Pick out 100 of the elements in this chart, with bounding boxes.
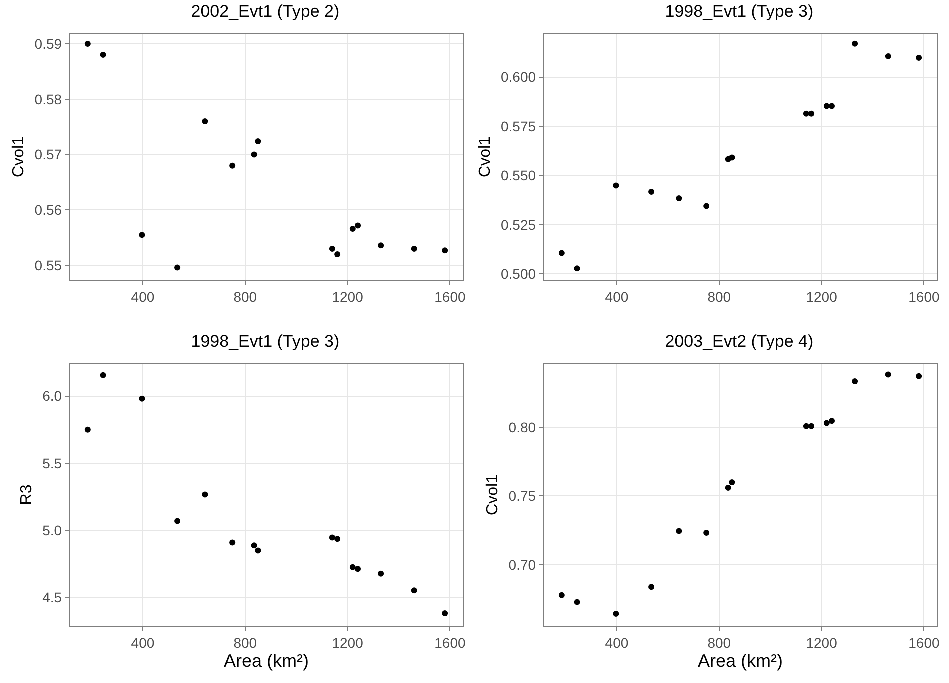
point: [704, 203, 710, 210]
point: [704, 530, 710, 536]
point: [202, 492, 208, 498]
chart-title: 2003_Evt2 (Type 4): [665, 332, 814, 352]
point: [411, 588, 418, 594]
point: [558, 250, 565, 256]
point: [174, 518, 181, 524]
point: [100, 52, 106, 58]
point: [334, 252, 341, 258]
chart-title: 1998_Evt1 (Type 3): [665, 2, 814, 21]
x-tick-label: 400: [605, 288, 629, 305]
x-axis-title: Area (km²): [224, 651, 309, 672]
y-axis-title: Cvol1: [476, 136, 494, 178]
point: [574, 599, 580, 606]
x-tick-label: 400: [131, 288, 155, 305]
x-tick-label: 800: [234, 634, 258, 651]
y-tick-label: 0.55: [34, 257, 62, 274]
x-tick-label: 1200: [332, 288, 364, 305]
y-axis-title: Cvol1: [484, 474, 502, 516]
y-tick-label: 0.56: [34, 202, 62, 218]
x-tick-label: 1200: [806, 288, 838, 305]
point: [378, 570, 384, 577]
point: [574, 266, 580, 272]
point: [729, 154, 736, 161]
chart-title: 2002_Evt1 (Type 2): [191, 2, 340, 21]
x-tick-label: 800: [708, 634, 732, 651]
point: [334, 536, 341, 542]
point: [255, 138, 262, 144]
point: [916, 55, 922, 62]
point: [411, 246, 418, 252]
y-axis-title: R3: [18, 484, 36, 506]
y-tick-label: 0.58: [34, 91, 62, 108]
x-tick-label: 1600: [908, 634, 940, 651]
point: [139, 396, 146, 402]
point: [350, 564, 356, 570]
y-tick-label: 0.600: [501, 69, 536, 86]
point: [729, 479, 736, 486]
point: [852, 378, 858, 384]
point: [84, 426, 91, 433]
y-tick-label: 0.80: [508, 419, 536, 436]
point: [442, 248, 448, 254]
point: [84, 40, 91, 47]
x-tick-label: 800: [708, 288, 732, 305]
point: [648, 189, 655, 196]
point: [725, 484, 732, 491]
point: [442, 610, 448, 616]
y-tick-label: 0.75: [508, 488, 536, 504]
point: [829, 418, 836, 424]
point: [139, 232, 146, 238]
x-tick-label: 800: [234, 288, 258, 305]
point: [230, 540, 236, 546]
point: [676, 196, 682, 202]
point: [329, 246, 336, 252]
point: [350, 226, 356, 232]
point: [852, 40, 858, 47]
x-axis-title: Area (km²): [698, 651, 783, 672]
point: [329, 534, 336, 541]
x-tick-label: 1600: [434, 288, 466, 305]
y-tick-label: 6.0: [42, 388, 62, 404]
point: [885, 372, 892, 378]
point: [251, 152, 258, 158]
point: [824, 420, 830, 426]
point: [558, 592, 565, 598]
point: [676, 528, 682, 534]
point: [613, 182, 620, 189]
point: [378, 242, 384, 249]
y-axis-title: Cvol1: [10, 136, 28, 178]
y-tick-label: 0.70: [508, 557, 536, 574]
point: [230, 162, 236, 169]
y-tick-label: 5.5: [42, 455, 62, 472]
point: [355, 222, 362, 229]
x-tick-label: 400: [131, 634, 155, 651]
y-tick-label: 0.500: [501, 266, 536, 282]
x-tick-label: 1200: [806, 634, 838, 651]
point: [255, 548, 262, 554]
y-tick-label: 0.525: [501, 216, 536, 233]
point: [100, 372, 106, 378]
x-tick-label: 400: [605, 634, 629, 651]
point: [202, 118, 208, 125]
x-tick-label: 1600: [434, 634, 466, 651]
point: [648, 584, 655, 590]
y-tick-label: 0.57: [34, 146, 62, 163]
point: [613, 611, 620, 618]
point: [174, 264, 181, 271]
point: [808, 423, 815, 430]
y-tick-label: 0.59: [34, 36, 62, 52]
point: [355, 566, 362, 572]
x-tick-label: 1200: [332, 634, 364, 651]
point: [885, 53, 892, 60]
point: [803, 110, 810, 117]
point: [803, 423, 810, 430]
y-tick-label: 0.575: [501, 118, 536, 134]
point: [251, 542, 258, 549]
x-tick-label: 1600: [908, 288, 940, 305]
point: [829, 103, 836, 110]
y-tick-label: 4.5: [42, 590, 62, 606]
y-tick-label: 0.550: [501, 168, 536, 184]
point: [808, 110, 815, 117]
chart-title: 1998_Evt1 (Type 3): [191, 332, 340, 352]
y-tick-label: 5.0: [42, 522, 62, 539]
